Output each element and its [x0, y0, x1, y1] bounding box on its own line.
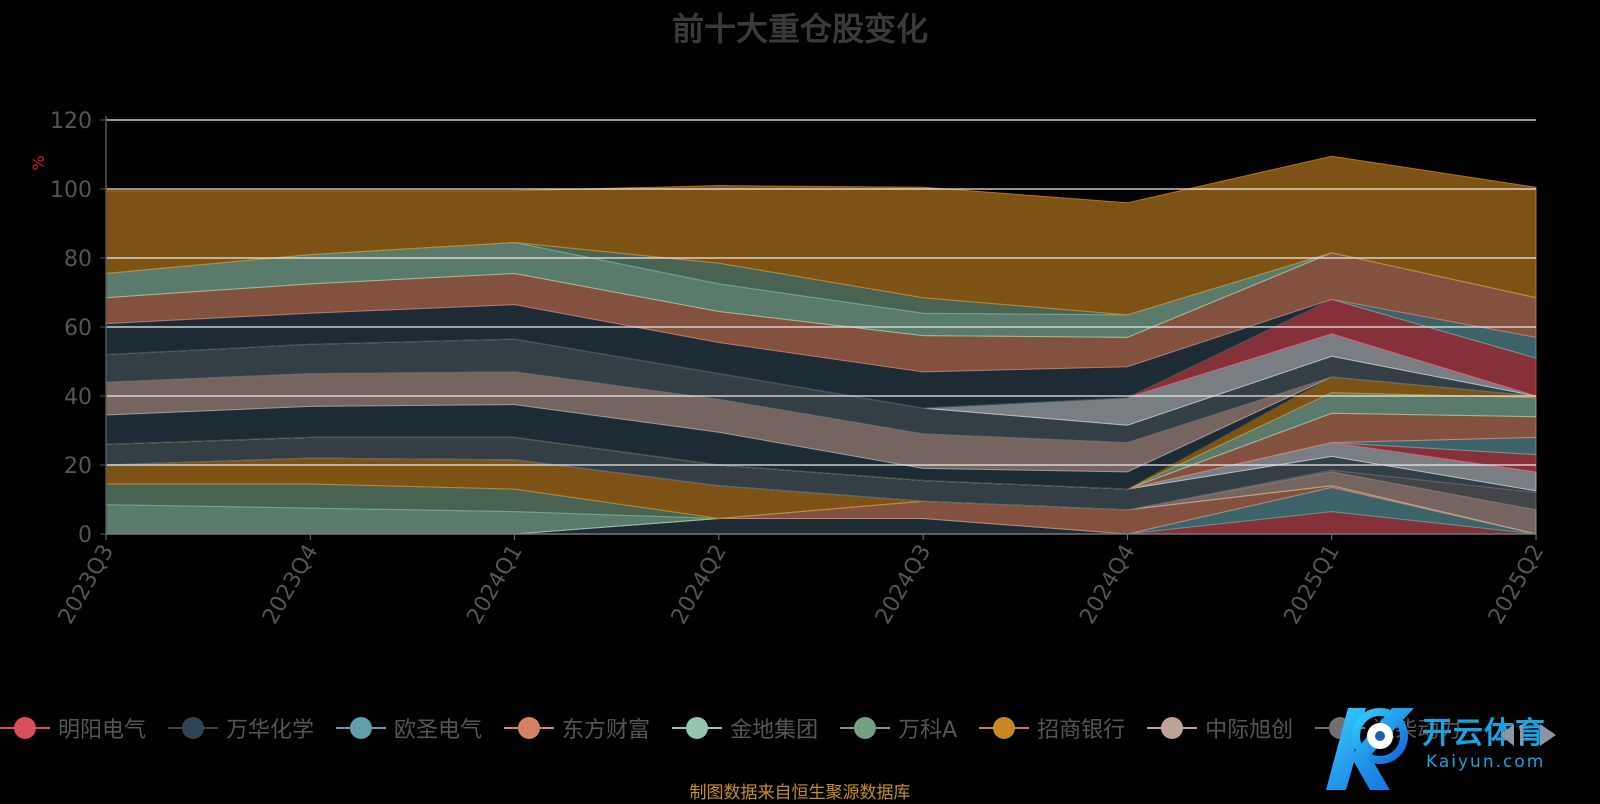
- legend-pager[interactable]: [1496, 722, 1560, 748]
- legend-marker-dot: [686, 717, 709, 739]
- legend-marker-dot: [993, 717, 1016, 739]
- legend-label: 欧圣电气: [394, 718, 483, 743]
- legend-label: 中际旭创: [1205, 718, 1294, 743]
- area-series-27: [105, 155, 1537, 316]
- legend-marker-icon: [840, 716, 891, 740]
- legend-label: 招商银行: [1037, 718, 1126, 743]
- y-tick-label: 40: [64, 385, 92, 410]
- y-tick-label: 120: [50, 109, 92, 134]
- area-layers: [105, 155, 1537, 535]
- legend-marker-dot: [518, 717, 541, 739]
- y-tick-label: 0: [78, 523, 92, 548]
- x-tick-label: 2023Q3: [54, 541, 119, 629]
- y-tick-label: 20: [64, 454, 92, 479]
- legend-marker-icon: [0, 716, 50, 740]
- legend-item[interactable]: 欧圣电气: [336, 712, 482, 744]
- legend-next-icon[interactable]: [1540, 724, 1556, 746]
- legend-marker-icon: [504, 716, 555, 740]
- grid: 0 20 40 60 80 100 120: [50, 109, 1536, 548]
- legend-item[interactable]: 东方财富: [504, 712, 650, 744]
- legend-item[interactable]: 万华化学: [168, 712, 314, 744]
- x-tick-label: 2025Q1: [1280, 541, 1345, 629]
- legend-marker-icon: [1147, 716, 1198, 740]
- chart-title: 前十大重仓股变化: [671, 10, 928, 48]
- legend-marker-dot: [14, 717, 36, 739]
- x-tick-label: 2024Q1: [462, 541, 527, 629]
- legend-marker-dot: [182, 717, 205, 739]
- legend-marker-dot: [350, 717, 373, 739]
- legend-label: 明阳电气: [58, 718, 147, 743]
- legend-label: 金地集团: [730, 718, 819, 743]
- y-tick-label: 80: [64, 247, 92, 272]
- legend-marker-icon: [336, 716, 387, 740]
- legend-label: 东方财富: [562, 718, 651, 743]
- x-tick-label: 2024Q3: [871, 541, 936, 629]
- legend-item[interactable]: 中际旭创: [1147, 712, 1293, 744]
- brand-logo: 开云体育 Kaiyun.com: [1318, 700, 1600, 800]
- legend-label: 万华化学: [226, 718, 315, 743]
- legend-marker-dot: [1161, 717, 1184, 739]
- logo-subtitle: Kaiyun.com: [1426, 752, 1546, 772]
- legend-item[interactable]: 招商银行: [979, 712, 1125, 744]
- logo-mark-icon: [1326, 708, 1414, 790]
- legend: 明阳电气 万华化学 欧圣电气 东方财富 金地集团 万科A 招商银行 中际旭创 潍柴动力: [0, 708, 1600, 748]
- legend-item[interactable]: 万科A: [840, 712, 957, 744]
- legend-marker-icon: [979, 716, 1030, 740]
- data-source-note: 制图数据来自恒生聚源数据库: [689, 783, 911, 803]
- legend-item[interactable]: 金地集团: [672, 712, 818, 744]
- legend-pager-separator: [1520, 725, 1523, 745]
- x-tick-label: 2024Q2: [667, 541, 732, 629]
- legend-item[interactable]: 明阳电气: [0, 712, 146, 744]
- legend-marker-dot: [854, 717, 877, 739]
- legend-marker-icon: [672, 716, 723, 740]
- y-tick-label: 60: [64, 316, 92, 341]
- y-axis-label: %: [29, 155, 48, 170]
- x-tick-label: 2024Q4: [1075, 541, 1140, 629]
- logo-name: 开云体育: [1422, 716, 1546, 751]
- legend-marker-icon: [168, 716, 219, 740]
- legend-label: 万科A: [898, 718, 958, 743]
- x-tick-label: 2023Q4: [258, 541, 323, 629]
- y-tick-label: 100: [50, 178, 92, 203]
- stacked-area-chart: 0 20 40 60 80 100 120% 2023Q3 2023Q4 2024Q1 2024Q2…: [29, 109, 1549, 629]
- x-tick-label: 2025Q2: [1484, 541, 1549, 629]
- legend-prev-icon[interactable]: [1500, 724, 1514, 746]
